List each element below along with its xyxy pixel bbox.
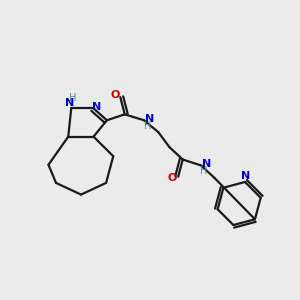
Text: N: N [65,98,74,108]
Text: H: H [200,167,208,176]
Text: N: N [241,171,250,181]
Text: H: H [144,121,151,131]
Text: N: N [202,159,211,169]
Text: N: N [145,114,154,124]
Text: O: O [168,173,177,183]
Text: H: H [69,93,76,103]
Text: N: N [92,103,102,112]
Text: O: O [110,90,120,100]
